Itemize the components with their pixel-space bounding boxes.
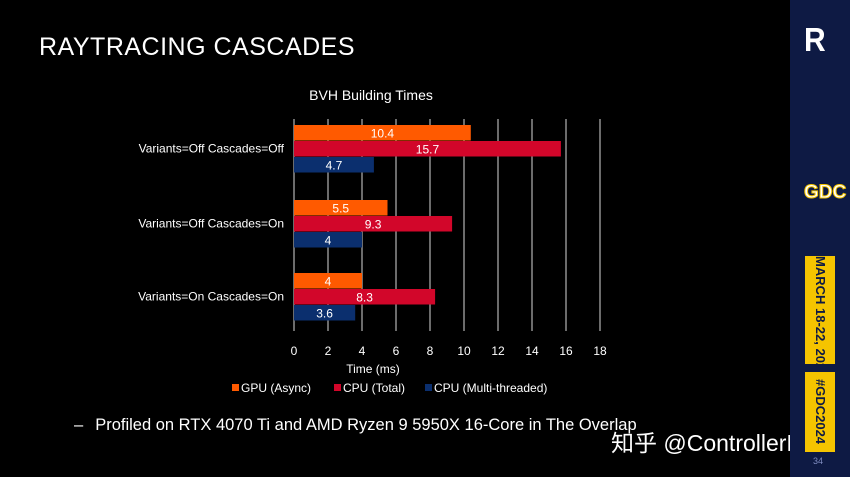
category-label-2: Variants=On Cascades=On	[138, 289, 284, 303]
bar-chart: BVH Building Times Variants=Off Cascades=…	[138, 87, 607, 395]
x-tick-label-2: 4	[359, 344, 366, 358]
legend-swatch-2	[425, 384, 432, 391]
bullet-dash: –	[74, 416, 84, 434]
category-label-1: Variants=Off Cascades=On	[138, 216, 284, 230]
data-label-2-0: 4	[325, 274, 332, 288]
bullet-text: Profiled on RTX 4070 Ti and AMD Ryzen 9 …	[95, 416, 637, 434]
legend-label-2: CPU (Multi-threaded)	[434, 381, 547, 395]
event-hashtag: #GDC2024	[805, 372, 835, 452]
data-label-0-1: 15.7	[416, 142, 440, 156]
x-tick-label-3: 6	[393, 344, 400, 358]
x-tick-label-6: 12	[491, 344, 505, 358]
bar-1-2	[294, 232, 362, 248]
page-number: 34	[813, 456, 824, 466]
legend-swatch-1	[334, 384, 341, 391]
legend-swatch-0	[232, 384, 239, 391]
data-label-2-2: 3.6	[316, 306, 333, 320]
chart-title: BVH Building Times	[309, 87, 433, 103]
x-tick-label-4: 8	[427, 344, 434, 358]
bar-2-0	[294, 273, 362, 289]
bar-0-1	[294, 141, 561, 157]
category-label-0: Variants=Off Cascades=Off	[139, 141, 285, 155]
bar-2-1	[294, 289, 436, 305]
bar-0-2	[294, 157, 374, 173]
gdc-logo: GDC	[804, 182, 847, 204]
data-label-0-0: 10.4	[371, 126, 395, 140]
legend-label-1: CPU (Total)	[343, 381, 405, 395]
bar-1-1	[294, 216, 453, 232]
x-tick-label-1: 2	[325, 344, 332, 358]
x-tick-label-5: 10	[457, 344, 471, 358]
x-tick-label-9: 18	[593, 344, 607, 358]
bar-2-2	[294, 305, 356, 321]
bar-1-0	[294, 200, 388, 216]
gdc-banner: R GDC MARCH 18-22, 2024 #GDC2024 34	[790, 0, 850, 477]
data-label-1-2: 4	[325, 233, 332, 247]
data-label-2-1: 8.3	[356, 290, 373, 304]
data-label-1-0: 5.5	[332, 201, 349, 215]
x-axis-label: Time (ms)	[346, 362, 400, 376]
x-tick-label-0: 0	[291, 344, 298, 358]
banner-vertical-text	[812, 70, 826, 180]
data-label-1-1: 9.3	[365, 217, 382, 231]
x-tick-label-7: 14	[525, 344, 539, 358]
x-tick-label-8: 16	[559, 344, 573, 358]
watermark: 知乎 @ControllerD	[611, 430, 804, 456]
bullet-note: – Profiled on RTX 4070 Ti and AMD Ryzen 9…	[74, 416, 637, 435]
bar-0-0	[294, 125, 471, 141]
data-label-0-2: 4.7	[326, 158, 343, 172]
slide-title: RAYTRACING CASCADES	[39, 33, 356, 61]
legend-label-0: GPU (Async)	[241, 381, 311, 395]
event-dates: MARCH 18-22, 2024	[805, 256, 835, 364]
studio-logo: R	[804, 22, 826, 59]
